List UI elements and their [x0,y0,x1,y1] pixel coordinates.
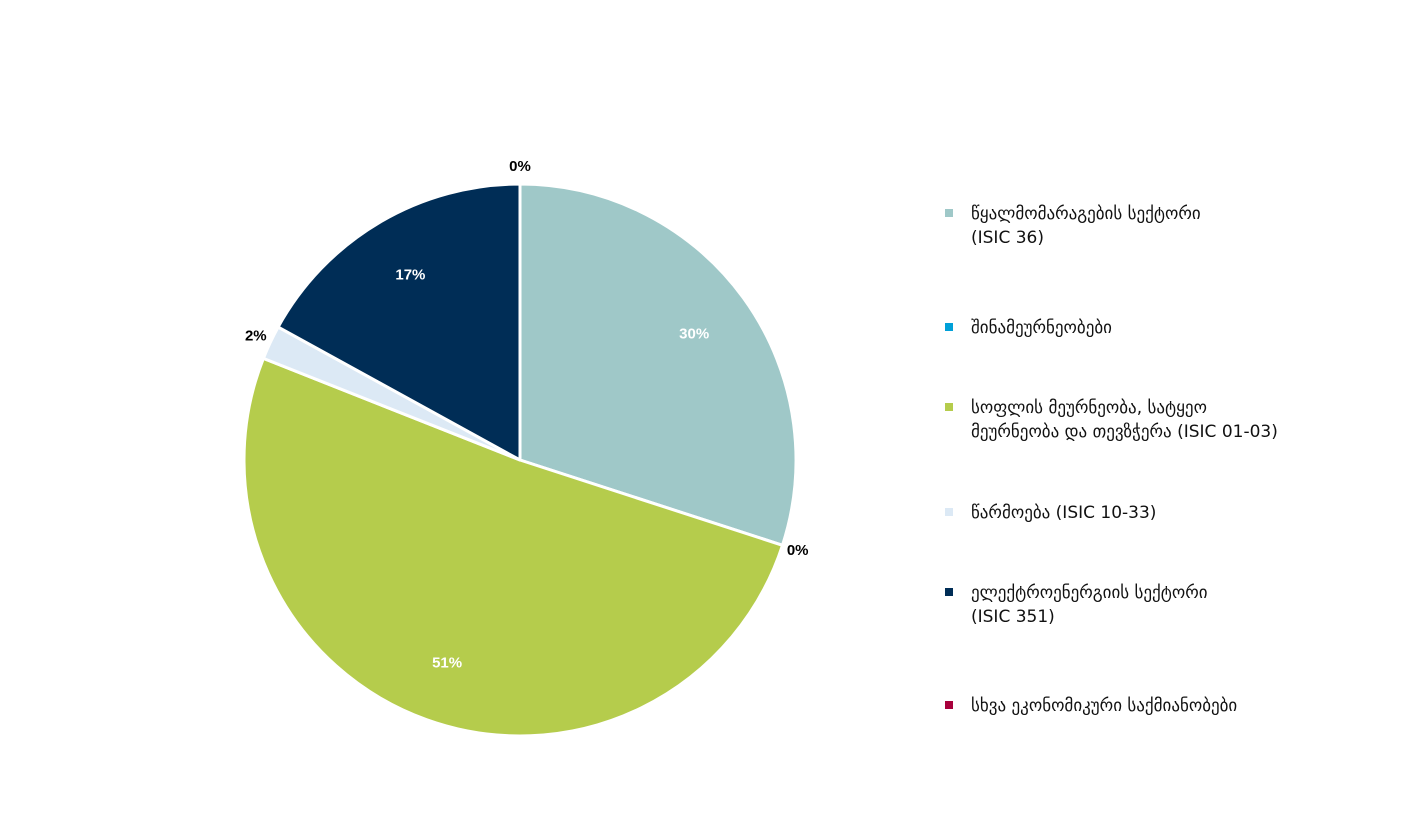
legend-item-electricity: ელექტროენერგიის სექტორი (ISIC 351) [945,581,1385,629]
legend-swatch-manufacturing [945,508,953,516]
legend-item-households: შინამეურნეობები [945,316,1385,340]
legend-item-manufacturing: წარმოება (ISIC 10-33) [945,501,1385,525]
legend-swatch-electricity [945,588,953,596]
legend-label-water-supply: წყალმომარაგების სექტორი (ISIC 36) [971,204,1201,248]
data-label-water-supply: 30% [679,326,709,343]
legend-item-water-supply: წყალმომარაგების სექტორი (ISIC 36) [945,202,1385,250]
legend-label-agriculture: სოფლის მეურნეობა, სატყეო მეურნეობა და თე… [971,398,1278,442]
data-label-electricity: 17% [395,267,425,284]
legend-label-other-activities: სხვა ეკონომიკური საქმიანობები [971,696,1238,716]
legend-label-manufacturing: წარმოება (ISIC 10-33) [971,503,1157,523]
legend-swatch-agriculture [945,403,953,411]
legend-item-agriculture: სოფლის მეურნეობა, სატყეო მეურნეობა და თე… [945,396,1385,444]
legend-item-other-activities: სხვა ეკონომიკური საქმიანობები [945,694,1385,718]
legend-swatch-other-activities [945,701,953,709]
pie-slice-agriculture [242,356,784,738]
pie-chart: 30% 0% 51% 2% 17% 0% [242,158,809,738]
legend-label-households: შინამეურნეობები [971,318,1112,338]
data-label-agriculture: 51% [432,655,462,672]
legend-swatch-water-supply [945,209,953,217]
data-label-other-activities: 0% [509,158,531,175]
pie-slice-electricity [276,182,522,462]
data-label-manufacturing: 2% [245,328,267,345]
pie-slice-water-supply [518,182,798,547]
chart-legend: წყალმომარაგების სექტორი (ISIC 36) შინამე… [945,0,1385,815]
legend-swatch-households [945,323,953,331]
data-label-households: 0% [787,542,809,559]
legend-label-electricity: ელექტროენერგიის სექტორი (ISIC 351) [971,583,1208,627]
